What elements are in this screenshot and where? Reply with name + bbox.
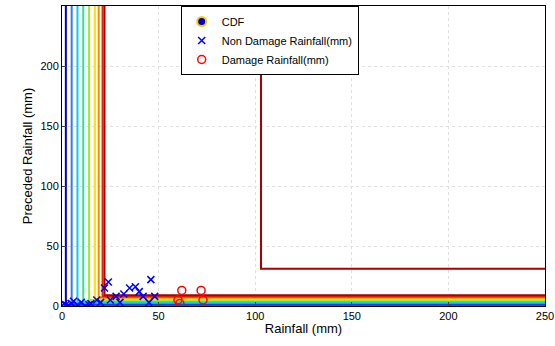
svg-text:150: 150: [343, 310, 361, 322]
svg-text:200: 200: [40, 60, 58, 72]
svg-text:150: 150: [40, 120, 58, 132]
svg-text:Non Damage Rainfall(mm): Non Damage Rainfall(mm): [222, 35, 352, 47]
svg-text:Rainfall (mm): Rainfall (mm): [265, 321, 342, 336]
svg-text:0: 0: [53, 300, 59, 312]
svg-text:50: 50: [152, 310, 164, 322]
svg-text:250: 250: [536, 310, 554, 322]
svg-text:CDF: CDF: [222, 16, 245, 28]
svg-text:Damage Rainfall(mm): Damage Rainfall(mm): [222, 54, 329, 66]
svg-text:100: 100: [40, 180, 58, 192]
svg-text:100: 100: [246, 310, 264, 322]
svg-text:Preceded Rainfall (mm): Preceded Rainfall (mm): [20, 88, 35, 225]
svg-text:0: 0: [59, 310, 65, 322]
svg-text:200: 200: [439, 310, 457, 322]
svg-text:50: 50: [47, 240, 59, 252]
